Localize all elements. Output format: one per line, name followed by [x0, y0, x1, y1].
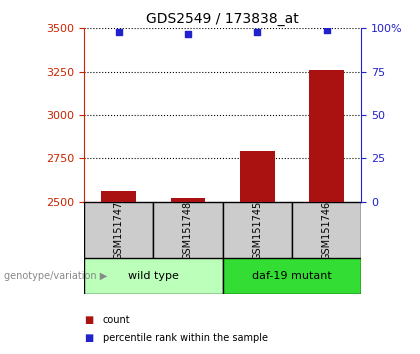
Text: GSM151747: GSM151747 — [114, 200, 123, 260]
Text: ■: ■ — [84, 333, 93, 343]
Bar — [153, 202, 223, 258]
Bar — [84, 202, 153, 258]
Bar — [171, 198, 205, 202]
Bar — [101, 192, 136, 202]
Bar — [240, 152, 275, 202]
Bar — [223, 202, 292, 258]
Bar — [223, 258, 361, 294]
Text: percentile rank within the sample: percentile rank within the sample — [103, 333, 268, 343]
Title: GDS2549 / 173838_at: GDS2549 / 173838_at — [146, 12, 299, 26]
Text: count: count — [103, 315, 131, 325]
Text: GSM151746: GSM151746 — [322, 200, 331, 260]
Point — [323, 27, 330, 33]
Text: genotype/variation ▶: genotype/variation ▶ — [4, 271, 108, 281]
Text: daf-19 mutant: daf-19 mutant — [252, 271, 332, 281]
Point — [254, 29, 260, 35]
Bar — [292, 202, 361, 258]
Text: ■: ■ — [84, 315, 93, 325]
Bar — [309, 70, 344, 202]
Point — [115, 29, 122, 35]
Point — [185, 31, 192, 36]
Text: GSM151748: GSM151748 — [183, 200, 193, 260]
Text: wild type: wild type — [128, 271, 179, 281]
Bar — [84, 258, 223, 294]
Text: GSM151745: GSM151745 — [252, 200, 262, 260]
